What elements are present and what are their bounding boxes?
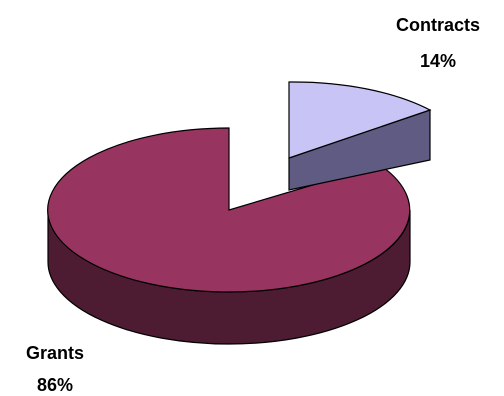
slice-contracts	[288, 81, 432, 191]
slice-contracts-top	[288, 81, 432, 159]
label-contracts-value: 14%	[420, 51, 456, 71]
label-grants-name: Grants	[26, 343, 84, 363]
label-grants-value: 86%	[37, 375, 73, 395]
label-contracts-name: Contracts	[396, 15, 480, 35]
slice-grants	[47, 127, 411, 345]
slice-grants-top	[47, 127, 411, 293]
